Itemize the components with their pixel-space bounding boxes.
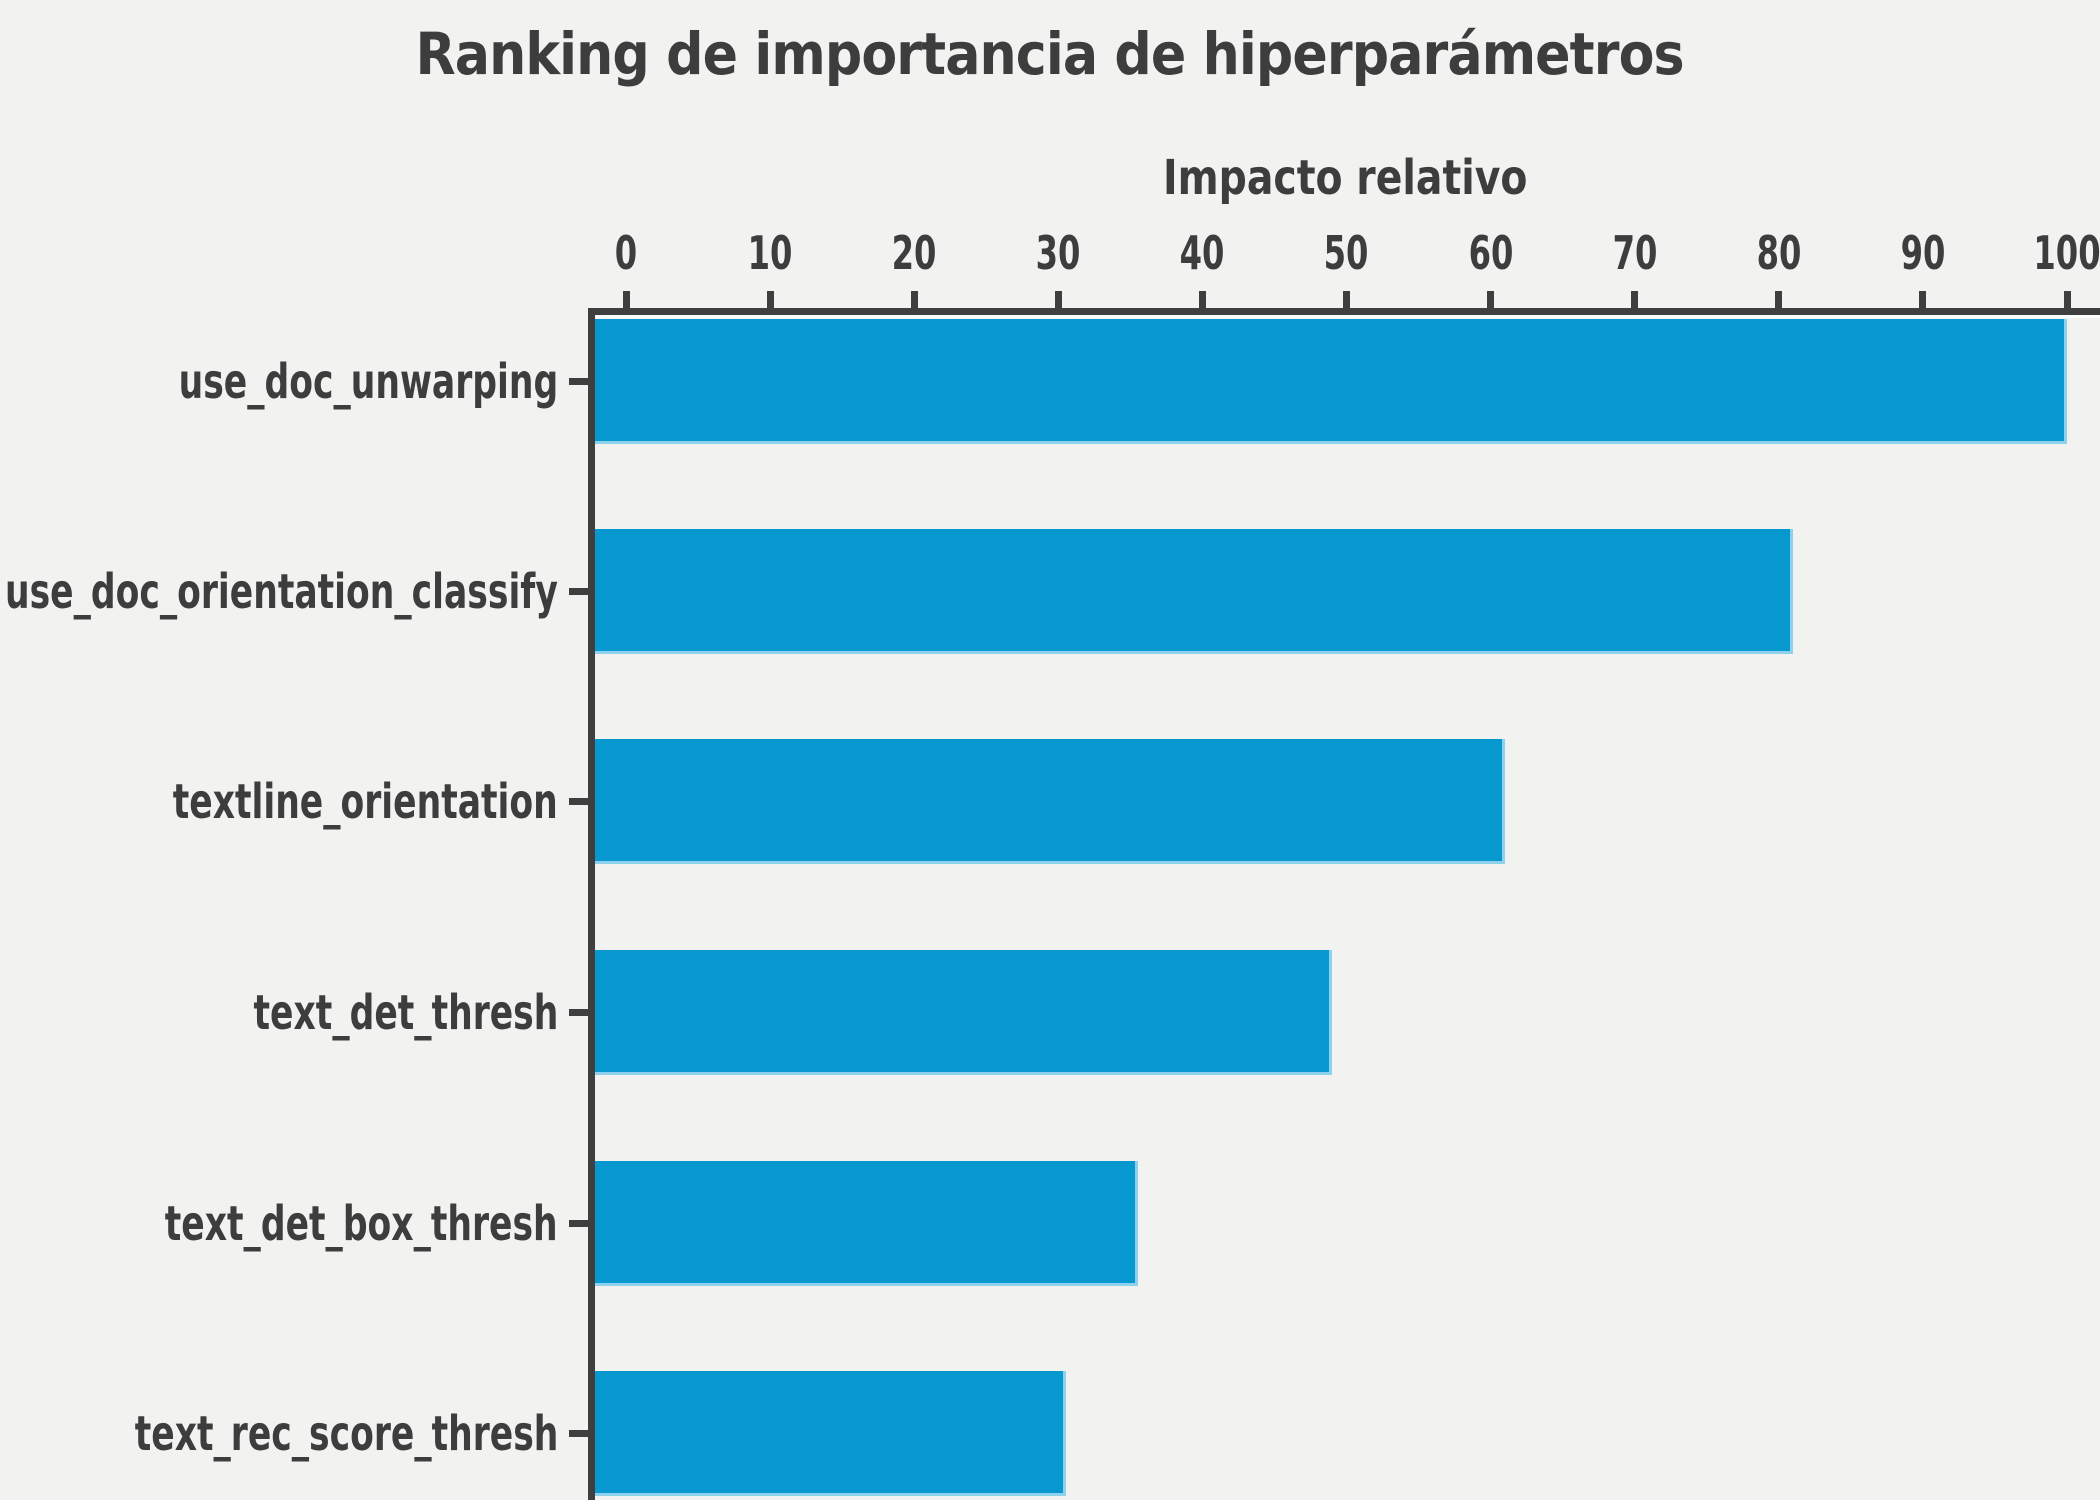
y-tick-label-text: use_doc_unwarping <box>178 353 558 410</box>
x-tick-label-text: 20 <box>891 226 937 280</box>
y-tick-label-text: text_det_thresh <box>253 984 558 1041</box>
bar-use_doc_unwarping <box>595 319 2067 444</box>
x-tick-label-text: 100 <box>2033 226 2100 280</box>
x-tick-label: 60 <box>1411 228 1571 278</box>
y-tick-label-text: use_doc_orientation_classify <box>5 563 558 620</box>
y-tick-mark <box>569 1430 589 1437</box>
x-tick-label: 10 <box>690 228 850 278</box>
x-tick-label-text: 0 <box>614 226 638 280</box>
bar-text_det_box_thresh <box>595 1161 1138 1286</box>
y-tick-label-textline_orientation: textline_orientation <box>23 772 558 832</box>
x-tick-label-text: 80 <box>1756 226 1802 280</box>
x-tick-mark <box>766 291 774 308</box>
y-tick-label-text: textline_orientation <box>172 773 558 830</box>
top-axis-spine-halo <box>596 315 2100 318</box>
x-tick-mark <box>1919 291 1927 308</box>
y-tick-mark <box>569 1009 589 1016</box>
x-tick-label-text: 70 <box>1612 226 1658 280</box>
x-tick-mark <box>1198 291 1206 308</box>
x-tick-label: 100 <box>1987 228 2100 278</box>
y-tick-mark <box>569 1220 589 1227</box>
x-tick-mark <box>1775 291 1783 308</box>
x-tick-mark <box>910 291 918 308</box>
x-tick-label: 80 <box>1699 228 1859 278</box>
x-tick-label-text: 60 <box>1468 226 1513 280</box>
x-tick-label: 40 <box>1122 228 1282 278</box>
chart-title: Ranking de importancia de hiperparámetro… <box>0 20 2100 88</box>
x-tick-label: 30 <box>978 228 1138 278</box>
y-tick-mark <box>569 378 589 385</box>
bar-textline_orientation <box>595 739 1505 864</box>
bar-text_rec_score_thresh <box>595 1371 1066 1496</box>
x-tick-label: 0 <box>546 228 706 278</box>
y-tick-label-use_doc_orientation_classify: use_doc_orientation_classify <box>0 562 558 622</box>
x-tick-label-text: 50 <box>1324 226 1369 280</box>
x-tick-mark <box>1631 291 1639 308</box>
chart-title-text: Ranking de importancia de hiperparámetro… <box>415 20 1685 88</box>
x-tick-label: 20 <box>834 228 994 278</box>
x-tick-mark <box>1487 291 1495 308</box>
x-tick-label-text: 30 <box>1035 226 1081 280</box>
bar-use_doc_orientation_classify <box>595 529 1793 654</box>
x-tick-mark <box>622 291 630 308</box>
top-axis-spine <box>588 308 2100 315</box>
x-tick-label: 70 <box>1555 228 1715 278</box>
y-tick-label-text_det_thresh: text_det_thresh <box>135 983 558 1043</box>
x-tick-label-text: 40 <box>1179 226 1225 280</box>
y-tick-label-text: text_det_box_thresh <box>165 1195 558 1252</box>
y-tick-label-text: text_rec_score_thresh <box>134 1405 558 1462</box>
y-tick-label-use_doc_unwarping: use_doc_unwarping <box>31 352 558 412</box>
y-tick-mark <box>569 588 589 595</box>
y-tick-mark <box>569 798 589 805</box>
x-tick-mark <box>1343 291 1350 308</box>
bar-text_det_thresh <box>595 950 1332 1075</box>
x-axis-label-text: Impacto relativo <box>1162 150 1528 206</box>
x-tick-mark <box>2063 291 2071 308</box>
x-tick-label: 90 <box>1843 228 2003 278</box>
left-axis-spine <box>588 315 595 1500</box>
y-tick-label-text_det_box_thresh: text_det_box_thresh <box>12 1194 558 1254</box>
x-tick-label-text: 10 <box>747 226 793 280</box>
x-tick-label-text: 90 <box>1900 226 1946 280</box>
x-tick-mark <box>1054 291 1062 308</box>
y-tick-label-text_rec_score_thresh: text_rec_score_thresh <box>0 1404 558 1464</box>
x-axis-label: Impacto relativo <box>0 150 2100 206</box>
x-tick-label: 50 <box>1267 228 1427 278</box>
